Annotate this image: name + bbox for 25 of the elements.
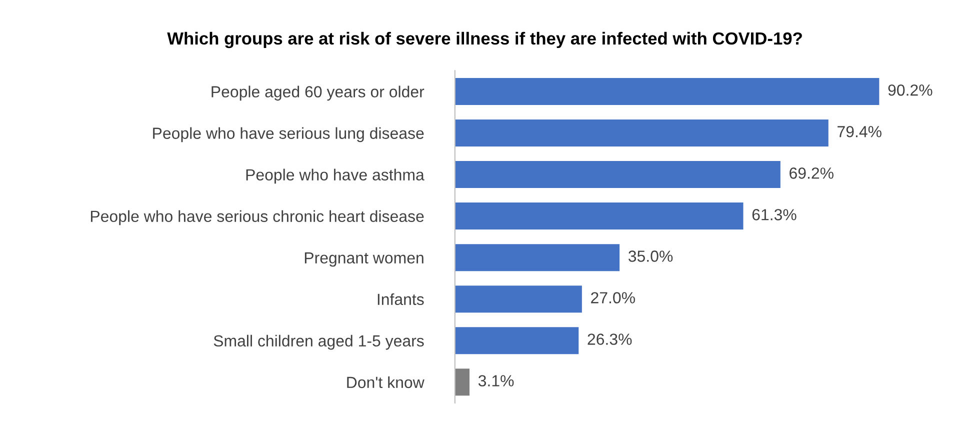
data-label: 61.3%	[752, 209, 796, 220]
data-label: 26.3%	[588, 334, 632, 345]
chart-title: Which groups are at risk of severe illness if they are infected with COVID-19?	[167, 32, 802, 48]
y-tick-label: Small children aged 1-5 years	[214, 334, 424, 350]
data-label: 90.2%	[888, 84, 932, 96]
data-label: 69.2%	[790, 168, 834, 179]
y-tick-label: Infants	[378, 293, 424, 306]
bar	[454, 368, 470, 396]
bar	[454, 202, 744, 230]
bar	[454, 327, 579, 354]
y-tick-label: People who have serious chronic heart disease	[90, 210, 424, 226]
data-label: 27.0%	[591, 292, 635, 304]
bar	[454, 286, 582, 313]
bar	[454, 161, 780, 188]
y-tick-label: Pregnant women	[304, 252, 424, 267]
data-label: 35.0%	[628, 250, 673, 262]
y-tick-label: Don't know	[347, 376, 424, 388]
bar	[454, 244, 620, 272]
data-label: 79.4%	[838, 126, 882, 138]
y-tick-label: People aged 60 years or older	[212, 86, 424, 101]
bar	[454, 78, 880, 105]
y-tick-label: People who have asthma	[246, 168, 424, 184]
data-label: 3.1%	[478, 375, 514, 386]
y-tick-label: People who have serious lung disease	[153, 127, 424, 142]
bar	[454, 120, 828, 147]
